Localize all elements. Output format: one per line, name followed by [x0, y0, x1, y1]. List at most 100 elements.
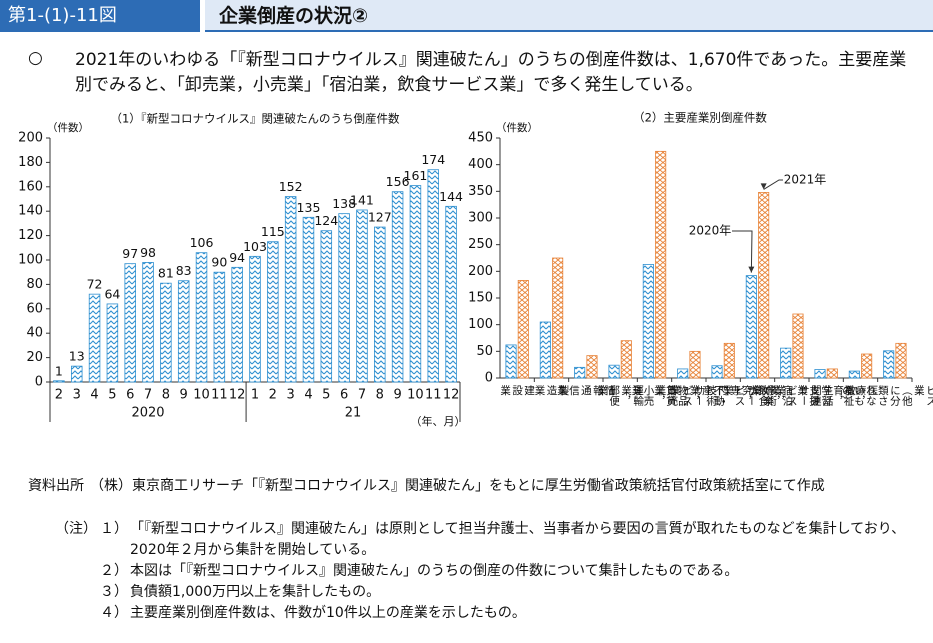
x-tick-label: 7: [358, 388, 366, 403]
x-tick-label: 5: [322, 388, 330, 403]
value-label: 152: [279, 179, 303, 194]
source-label: 資料出所: [28, 478, 84, 494]
x-tick-label: 11: [425, 388, 442, 403]
x-tick-label: 教育，学習支援業: [796, 385, 857, 406]
bar: [539, 321, 551, 379]
bar: [642, 263, 654, 379]
legend-arrowhead: [760, 183, 767, 190]
y-tick-label: 350: [468, 184, 493, 199]
legend-label: 2021年: [784, 173, 827, 187]
bar: [338, 213, 350, 383]
chart-title: （1）『新型コロナウイルス』関連破たんのうち倒産件数: [110, 112, 400, 126]
bar: [711, 365, 723, 379]
y-tick-label: 60: [26, 301, 43, 316]
bar: [142, 262, 154, 383]
bar: [70, 365, 83, 383]
x-tick-label: 生活関連サービス業，娯楽業: [749, 385, 834, 406]
bar: [574, 366, 586, 379]
bar: [883, 350, 895, 379]
y-tick-label: 100: [18, 253, 43, 268]
y-tick-label: 120: [18, 228, 43, 243]
x-tick-label: 製造業: [533, 385, 570, 396]
x-tick-label: 4: [304, 388, 312, 403]
x-tick-label: 6: [340, 388, 348, 403]
bar: [88, 293, 101, 383]
y-axis-label: （件数）: [496, 121, 538, 134]
bar: [758, 191, 770, 379]
y-axis-label: （件数）: [47, 121, 89, 134]
x-tick-label: 建設業: [499, 385, 536, 396]
value-label: 94: [229, 250, 245, 265]
bar: [517, 279, 529, 379]
y-tick-label: 20: [26, 350, 43, 365]
x-tick-label: 10: [193, 388, 210, 403]
bar: [895, 342, 907, 379]
bar: [356, 209, 368, 383]
bar: [655, 150, 667, 379]
x-tick-label: 1: [251, 388, 259, 403]
y-tick-label: 180: [18, 155, 43, 170]
source-text: （株）東京商工リサーチ「『新型コロナウイルス』関連破たん」をもとに厚生労働省政策…: [90, 478, 825, 494]
x-tick-label: 学術研究，専門・技術サービス業: [669, 385, 778, 406]
note-text: 「『新型コロナウイルス』関連破たん」は原則として担当弁護士、当事者から要因の言質…: [130, 521, 906, 558]
value-label: 72: [87, 277, 103, 292]
note-number: ３）: [100, 584, 128, 600]
y-tick-label: 300: [468, 211, 493, 226]
legend-arrowhead: [748, 266, 755, 273]
value-label: 98: [140, 245, 156, 260]
x-tick-label: 3: [287, 388, 295, 403]
x-tick-label: 11: [211, 388, 228, 403]
x-tick-label: 8: [376, 388, 384, 403]
note-number: ２）: [100, 563, 128, 579]
bar: [213, 271, 226, 383]
bar: [267, 241, 279, 383]
x-tick-label: 3: [73, 388, 81, 403]
x-tick-label: 運輸業，郵便業: [596, 385, 645, 406]
note-text: 負債額1,000万円以上を集計したもの。: [130, 584, 381, 600]
value-label: 135: [297, 200, 321, 215]
x-tick-label: 5: [108, 388, 116, 403]
note: ２） 本図は「『新型コロナウイルス』関連破たん」のうちの倒産の件数について集計した…: [100, 561, 920, 582]
note: ４） 主要産業別倒産件数は、件数が10件以上の産業を示したもの。: [100, 603, 920, 624]
y-tick-label: 150: [468, 291, 493, 306]
value-label: 127: [368, 210, 392, 225]
bar: [160, 282, 172, 383]
bar: [231, 266, 243, 383]
note-number: １）: [100, 521, 128, 537]
y-tick-label: 50: [476, 344, 493, 359]
note-text: 主要産業別倒産件数は、件数が10件以上の産業を示したもの。: [130, 605, 526, 621]
y-tick-label: 160: [18, 179, 43, 194]
y-tick-label: 40: [26, 326, 43, 341]
y-tick-label: 80: [26, 277, 43, 292]
bar: [848, 370, 860, 379]
chart-title: （2）主要産業別倒産件数: [633, 111, 767, 125]
bar: [374, 226, 386, 383]
value-label: 115: [261, 224, 285, 239]
note-number: ４）: [100, 605, 128, 621]
x-tick-label: 不動産業，物品賃貸業: [652, 385, 725, 406]
bar: [586, 355, 598, 379]
value-label: 1: [55, 363, 63, 378]
x-tick-label: 9: [393, 388, 401, 403]
value-label: 97: [122, 246, 138, 261]
value-label: 161: [404, 168, 428, 183]
value-label: 106: [190, 235, 214, 250]
x-tick-label: 4: [90, 388, 98, 403]
bar: [427, 169, 440, 383]
value-label: 141: [350, 192, 374, 207]
x-tick-label: 12: [229, 388, 246, 403]
y-tick-label: 400: [468, 157, 493, 172]
x-tick-label: 2: [55, 388, 63, 403]
value-label: 90: [211, 255, 227, 270]
x-tick-label: 7: [144, 388, 152, 403]
bar: [608, 364, 620, 379]
x-tick-label: 卸売業，小売業: [630, 385, 679, 406]
bar: [106, 303, 119, 383]
x-tick-label: 2: [269, 388, 277, 403]
value-label: 64: [104, 286, 120, 301]
value-label: 174: [421, 152, 445, 167]
group-label: 2020: [131, 406, 164, 421]
value-label: 124: [314, 213, 338, 228]
notes: １） 「『新型コロナウイルス』関連破たん」は原則として担当弁護士、当事者から要因の…: [100, 519, 920, 624]
